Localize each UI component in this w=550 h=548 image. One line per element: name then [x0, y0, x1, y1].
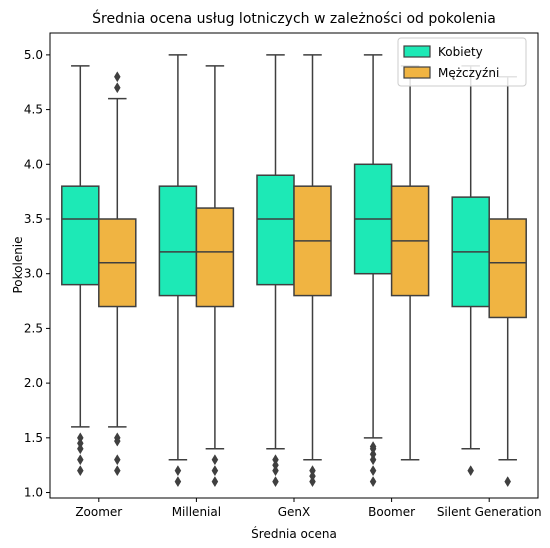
box-group [353, 54, 393, 488]
outlier-point [309, 476, 316, 488]
outlier-point [211, 476, 219, 488]
x-tick-label: GenX [278, 505, 311, 519]
outlier-point [114, 465, 121, 477]
outlier-point [114, 435, 121, 447]
y-tick-label: 2.0 [24, 376, 43, 390]
outlier-point [504, 476, 511, 488]
x-tick-label: Silent Generation [437, 505, 542, 519]
y-tick-label: 3.0 [24, 267, 43, 281]
outlier-point [77, 465, 84, 477]
outlier-point [272, 465, 279, 477]
outlier-point [272, 476, 279, 488]
outlier-point [114, 454, 121, 466]
plot-frame [49, 32, 539, 499]
box [195, 207, 235, 308]
box-group [98, 71, 137, 477]
y-tick-label: 2.5 [24, 321, 43, 335]
y-tick-label: 5.0 [24, 48, 43, 62]
x-tick-label: Boomer [368, 505, 415, 519]
box [158, 185, 198, 297]
box-group [293, 54, 332, 488]
y-tick-label: 1.5 [24, 431, 43, 445]
box [488, 218, 527, 319]
chart-title: Średnia ocena usług lotniczych w zależno… [92, 9, 496, 27]
outlier-point [211, 465, 219, 477]
legend-label: Kobiety [438, 45, 483, 59]
box [61, 185, 100, 286]
legend-swatch [403, 66, 431, 79]
outlier-point [369, 454, 377, 466]
outlier-point [114, 82, 121, 94]
outlier-point [369, 465, 377, 477]
box [256, 174, 295, 286]
outlier-point [77, 443, 84, 455]
box-group [158, 54, 198, 488]
box-group [61, 65, 100, 477]
x-tick-label: Millenial [172, 505, 221, 519]
y-tick-label: 1.0 [24, 486, 43, 500]
box-group [195, 65, 235, 488]
y-tick-label: 3.5 [24, 212, 43, 226]
outlier-point [114, 71, 121, 83]
outlier-point [174, 476, 182, 488]
outlier-point [369, 476, 377, 488]
box-group [256, 54, 295, 488]
legend-swatch [403, 45, 431, 58]
y-tick-label: 4.0 [24, 157, 43, 171]
legend: Kobiety Mężczyźni [397, 37, 527, 87]
y-tick-label: 4.5 [24, 103, 43, 117]
outlier-point [467, 465, 474, 477]
x-tick-label: Zoomer [75, 505, 122, 519]
box-group [451, 65, 490, 477]
legend-label: Mężczyźni [438, 66, 499, 80]
outlier-point [174, 465, 182, 477]
y-axis-label: Pokolenie [11, 236, 25, 293]
x-axis-label: Średnia ocena [251, 526, 337, 541]
outlier-point [77, 454, 84, 466]
box-group [488, 76, 527, 488]
outlier-point [211, 454, 219, 466]
box-group [390, 65, 430, 461]
